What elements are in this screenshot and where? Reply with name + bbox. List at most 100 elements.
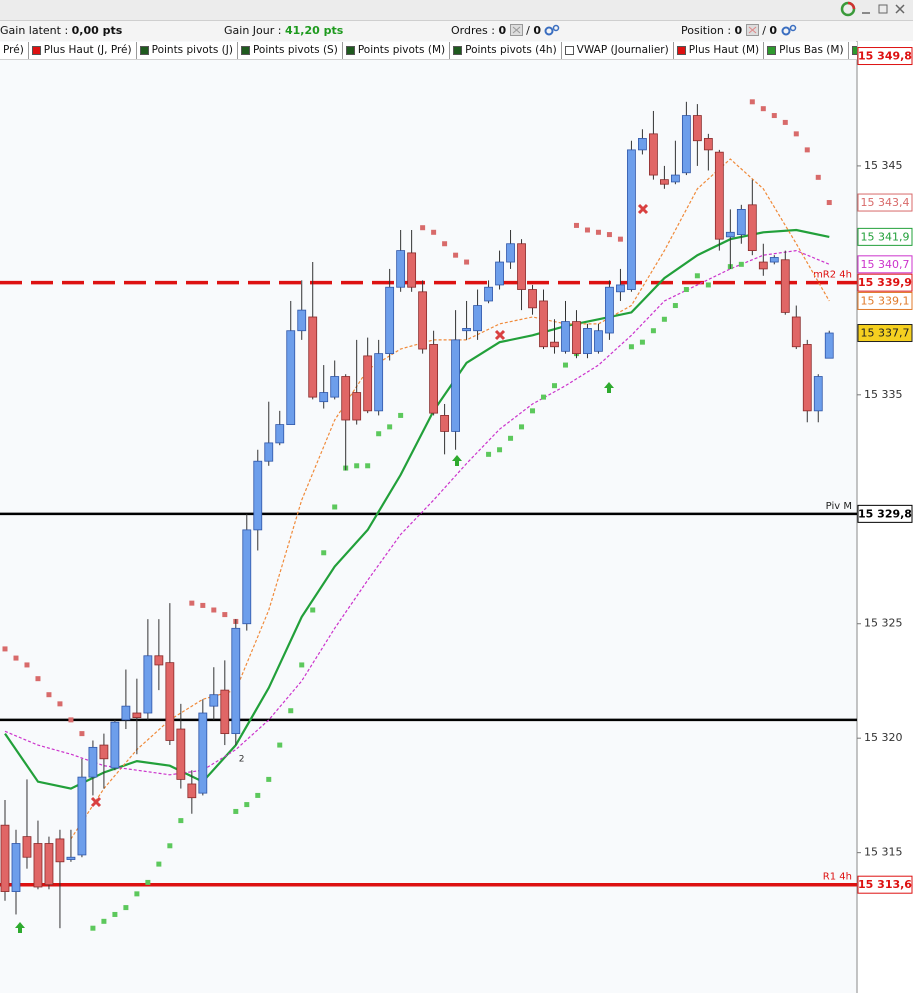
tab-label: Points pivots (M) — [357, 44, 446, 56]
sar-dot — [826, 200, 832, 206]
sar-dot — [178, 818, 184, 824]
sar-dot — [617, 236, 623, 242]
indicator-tab[interactable]: Points pivots (S) — [238, 42, 343, 59]
separator: / — [762, 24, 766, 37]
candle-body — [473, 305, 482, 332]
sar-dot — [431, 229, 437, 235]
moving-average-line — [4, 228, 830, 790]
sar-dot — [541, 394, 547, 400]
indicator-tab[interactable]: Points pivots (J) — [137, 42, 238, 59]
maximize-button[interactable] — [878, 4, 888, 14]
sar-dot — [233, 808, 239, 814]
candle-body — [736, 208, 746, 235]
price-label-box — [857, 273, 913, 292]
price-label: 15 329,8 — [858, 507, 912, 520]
sar-dot — [782, 119, 788, 125]
price-label: 15 339,9 — [858, 276, 912, 289]
tab-label: Points pivots (S) — [252, 44, 338, 56]
candle-body — [616, 284, 625, 293]
sar-dot — [793, 131, 799, 137]
y-tick-label: 15 325 — [864, 617, 903, 630]
price-label-box — [857, 324, 913, 343]
indicator-tab[interactable]: Points pivots (4h) — [450, 42, 562, 59]
tab-color — [453, 46, 463, 55]
sar-dot — [672, 303, 678, 309]
candle-body — [462, 328, 471, 332]
sar-dot — [815, 174, 821, 180]
settings-icon[interactable] — [544, 24, 560, 36]
price-axis: 15 315 15 320 15 325 15 335 15 345 15 349,8 15… — [857, 47, 913, 894]
value: 41,20 pts — [284, 24, 344, 37]
sar-dot — [420, 225, 426, 231]
tab-label: Points pivots (J) — [151, 44, 233, 56]
y-tick-label: 15 345 — [864, 159, 903, 172]
indicator-tab[interactable]: Plus Bas — [849, 42, 857, 59]
candle-body — [747, 204, 757, 252]
indicator-tab[interactable]: Plus Haut (M) — [674, 42, 765, 59]
price-label-box — [857, 193, 913, 212]
price-label: 15 341,9 — [861, 230, 910, 243]
candle-body — [649, 133, 658, 176]
indicator-tab[interactable]: VWAP (Journalier) — [562, 42, 674, 59]
candle-body — [66, 856, 76, 860]
candle-body — [484, 286, 493, 302]
ordres: Ordres : 0 / 0 — [451, 21, 560, 41]
candle-body — [703, 138, 713, 151]
sar-dot — [2, 646, 8, 652]
moving-average-line — [70, 158, 830, 840]
gain-latent: Gain latent : 0,00 pts — [0, 21, 122, 41]
sar-dot — [804, 147, 810, 153]
candle-body — [55, 838, 65, 863]
candle-body — [297, 309, 307, 332]
sar-dot — [112, 911, 118, 917]
sar-dot — [584, 227, 590, 233]
orders-icon[interactable] — [509, 24, 523, 36]
sar-dot — [376, 431, 382, 437]
tab-label: VWAP (Journalier) — [576, 44, 669, 56]
plot-area: mR2 4h Piv M R1 4h 2 — [0, 99, 857, 931]
sar-dot — [694, 273, 700, 279]
sar-dot — [189, 600, 195, 606]
buy-arrow — [452, 455, 462, 466]
level-label: Piv M — [826, 501, 852, 512]
refresh-icon — [847, 1, 856, 10]
candle-body — [0, 824, 10, 892]
candle-body — [99, 744, 109, 760]
y-tick-label: 15 320 — [864, 731, 903, 744]
candle-body — [594, 330, 603, 352]
price-label: 15 339,1 — [861, 294, 910, 307]
indicator-tab[interactable]: Plus Haut (J, Pré) — [29, 42, 137, 59]
candle-body — [528, 289, 537, 309]
position-icon[interactable] — [745, 24, 759, 36]
candle-body — [780, 259, 790, 313]
gain-jour: Gain Jour : 41,20 pts — [224, 21, 343, 41]
indicator-tab[interactable]: Pré) — [0, 42, 29, 59]
sell-cross — [494, 329, 506, 341]
candle-body — [407, 252, 417, 288]
candle-body — [396, 250, 406, 288]
value: 0,00 pts — [71, 24, 123, 37]
sell-cross — [90, 796, 102, 808]
candle-body — [198, 712, 208, 794]
total: 0 — [533, 24, 541, 37]
sar-dot — [167, 843, 173, 849]
candle-body — [187, 783, 197, 799]
indicator-tab[interactable]: Points pivots (M) — [343, 42, 451, 59]
price-label-box — [857, 227, 913, 246]
indicator-tab[interactable]: Plus Bas (M) — [764, 42, 849, 59]
sar-dot — [497, 447, 503, 453]
candle-body — [758, 261, 768, 270]
candle-body — [44, 843, 54, 886]
candle-body — [605, 286, 614, 334]
candle-body — [176, 728, 186, 780]
sar-dot — [595, 229, 601, 235]
sar-dot — [354, 463, 360, 469]
close-button[interactable] — [895, 4, 905, 14]
candle-body — [572, 321, 581, 355]
signal-markers — [15, 203, 649, 933]
settings-icon[interactable] — [781, 24, 797, 36]
sar-dot — [222, 612, 228, 618]
candle-body — [275, 424, 285, 444]
tab-color — [564, 46, 574, 55]
